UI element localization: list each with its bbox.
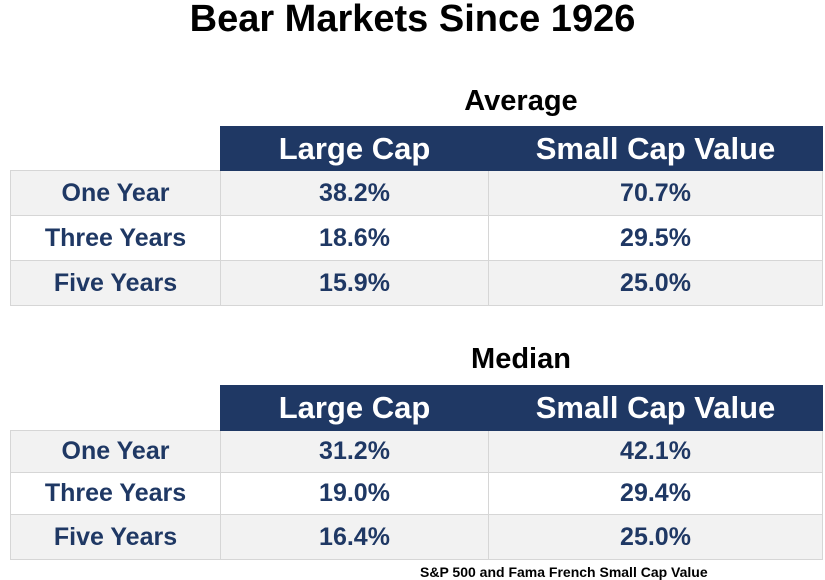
cell: 25.0% bbox=[488, 260, 823, 306]
row-label: One Year bbox=[10, 430, 221, 473]
page-title: Bear Markets Since 1926 bbox=[189, 0, 636, 40]
column-header-large-cap: Large Cap bbox=[220, 385, 489, 431]
cell: 15.9% bbox=[220, 260, 489, 306]
source-footnote: S&P 500 and Fama French Small Cap Value bbox=[420, 564, 708, 580]
table-row: Three Years 19.0% 29.4% bbox=[10, 472, 823, 515]
median-table: Large Cap Small Cap Value One Year 31.2%… bbox=[10, 385, 823, 560]
column-header-large-cap: Large Cap bbox=[220, 126, 489, 171]
table-row: One Year 38.2% 70.7% bbox=[10, 170, 823, 216]
average-table: Large Cap Small Cap Value One Year 38.2%… bbox=[10, 126, 823, 306]
row-label: Three Years bbox=[10, 472, 221, 515]
cell: 42.1% bbox=[488, 430, 823, 473]
cell: 70.7% bbox=[488, 170, 823, 216]
cell: 18.6% bbox=[220, 215, 489, 261]
cell: 29.5% bbox=[488, 215, 823, 261]
column-header-small-cap-value: Small Cap Value bbox=[488, 385, 823, 431]
median-heading: Median bbox=[471, 343, 571, 375]
cell: 25.0% bbox=[488, 514, 823, 560]
table-row: Five Years 15.9% 25.0% bbox=[10, 260, 823, 306]
cell: 38.2% bbox=[220, 170, 489, 216]
table-row: Three Years 18.6% 29.5% bbox=[10, 215, 823, 261]
table-row: One Year 31.2% 42.1% bbox=[10, 430, 823, 473]
row-label: Five Years bbox=[10, 260, 221, 306]
row-label: Five Years bbox=[10, 514, 221, 560]
table-row: Five Years 16.4% 25.0% bbox=[10, 514, 823, 560]
row-label: One Year bbox=[10, 170, 221, 216]
cell: 29.4% bbox=[488, 472, 823, 515]
cell: 16.4% bbox=[220, 514, 489, 560]
row-label: Three Years bbox=[10, 215, 221, 261]
cell: 31.2% bbox=[220, 430, 489, 473]
column-header-small-cap-value: Small Cap Value bbox=[488, 126, 823, 171]
average-heading: Average bbox=[464, 85, 578, 117]
cell: 19.0% bbox=[220, 472, 489, 515]
